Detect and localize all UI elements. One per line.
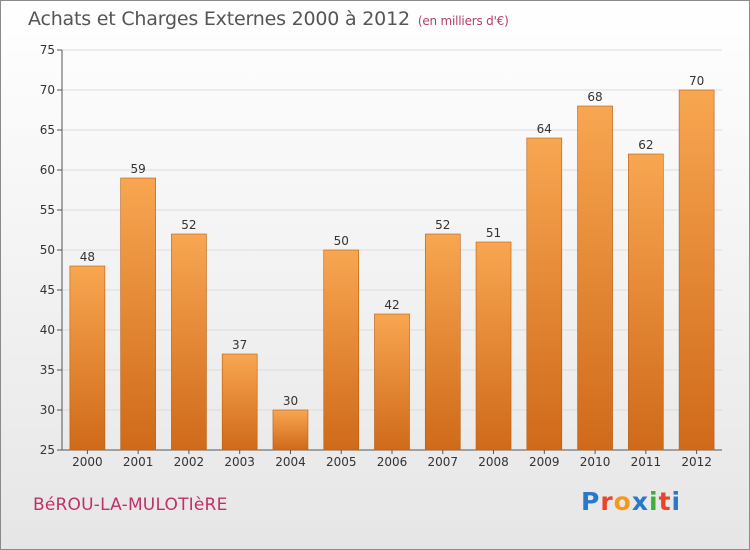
bar (221, 353, 258, 451)
logo-letter: r (600, 487, 614, 516)
data-label: 50 (334, 234, 349, 248)
x-tick-label: 2009 (529, 455, 560, 469)
logo-letter: P (581, 487, 601, 516)
data-label: 42 (384, 298, 399, 312)
town-name: BéROU-LA-MULOTIèRE (33, 495, 228, 515)
y-tick-label: 55 (40, 203, 55, 217)
title-text: Achats et Charges Externes 2000 à 2012 (28, 8, 410, 30)
x-tick-label: 2006 (377, 455, 408, 469)
bar (475, 241, 512, 451)
x-tick-label: 2011 (631, 455, 662, 469)
x-tick-label: 2010 (580, 455, 611, 469)
bar (424, 233, 461, 451)
bar (120, 177, 156, 451)
logo-letter: o (613, 487, 632, 516)
data-label: 62 (638, 138, 653, 152)
data-label: 52 (435, 218, 450, 232)
y-tick-label: 50 (40, 243, 55, 257)
y-tick-label: 40 (40, 323, 55, 337)
bar (526, 137, 563, 451)
bar (171, 233, 207, 451)
y-tick-label: 65 (40, 123, 55, 137)
proxiti-logo: Proxiti (581, 487, 681, 516)
bar (678, 89, 715, 451)
bar (323, 249, 360, 451)
bars (69, 89, 715, 451)
x-tick-label: 2007 (427, 455, 458, 469)
x-tick-label: 2008 (478, 455, 509, 469)
logo-letter: x (631, 487, 649, 516)
bar (577, 105, 613, 451)
data-label: 70 (689, 74, 704, 88)
unit-note: (en milliers d'€) (417, 14, 509, 28)
data-label: 64 (537, 122, 552, 136)
logo-letter: i (671, 487, 682, 516)
data-label: 68 (587, 90, 602, 104)
x-tick-label: 2002 (174, 455, 205, 469)
x-tick-label: 2000 (72, 455, 103, 469)
y-tick-label: 45 (40, 283, 55, 297)
data-label: 30 (283, 394, 298, 408)
chart-title: Achats et Charges Externes 2000 à 2012 (e… (28, 8, 509, 30)
bar (628, 153, 664, 451)
data-label: 48 (80, 250, 95, 264)
x-tick-label: 2005 (326, 455, 357, 469)
x-tick-label: 2012 (681, 455, 712, 469)
data-label: 37 (232, 338, 247, 352)
logo-letter: i (649, 487, 659, 516)
data-label: 59 (131, 162, 146, 176)
data-label: 52 (181, 218, 196, 232)
y-tick-label: 60 (40, 163, 55, 177)
bar (272, 409, 309, 451)
data-label: 51 (486, 226, 501, 240)
y-tick-label: 30 (40, 403, 55, 417)
bar (374, 313, 410, 451)
bar (69, 265, 106, 451)
x-tick-label: 2004 (275, 455, 306, 469)
labels: 48 2000 59 2001 52 2002 37 2003 30 2004 50 2005 42 20… (72, 74, 712, 469)
y-tick-label: 25 (40, 443, 55, 457)
y-tick-label: 35 (40, 363, 55, 377)
x-tick-label: 2003 (224, 455, 255, 469)
logo-letter: t (658, 487, 672, 516)
x-tick-label: 2001 (123, 455, 154, 469)
y-tick-label: 70 (40, 83, 55, 97)
y-tick-label: 75 (40, 43, 55, 57)
